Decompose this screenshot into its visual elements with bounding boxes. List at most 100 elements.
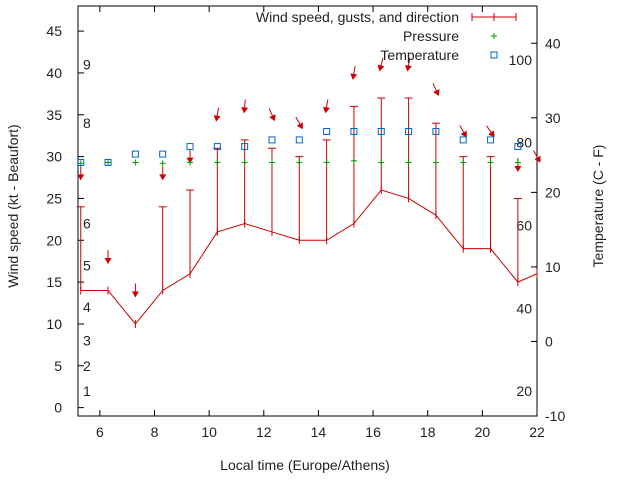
wind-direction-arrow-head bbox=[213, 115, 221, 122]
beaufort-label: 4 bbox=[83, 299, 91, 315]
temperature-point bbox=[487, 136, 495, 144]
y-left-tick-label: 0 bbox=[54, 400, 62, 416]
y-left-tick-label: 15 bbox=[46, 274, 62, 290]
beaufort-label: 9 bbox=[83, 57, 91, 73]
wind-direction-arrow-head bbox=[350, 73, 358, 80]
temperature-point bbox=[350, 128, 358, 136]
y-axis-label-right: Temperature (C - F) bbox=[590, 145, 606, 268]
pressure-point bbox=[132, 159, 139, 166]
temperature-point bbox=[131, 150, 139, 158]
wind-direction-arrow bbox=[404, 57, 412, 72]
legend-label: Temperature bbox=[380, 47, 459, 63]
temperature-point bbox=[405, 128, 413, 136]
x-tick-label: 20 bbox=[475, 424, 491, 440]
legend-label: Pressure bbox=[403, 28, 459, 44]
pressure-point bbox=[268, 159, 275, 166]
temperature-point bbox=[213, 143, 221, 151]
wind-direction-arrow-head bbox=[534, 155, 541, 163]
x-tick-label: 6 bbox=[96, 424, 104, 440]
beaufort-label: 1 bbox=[83, 383, 91, 399]
fahrenheit-label: 40 bbox=[516, 300, 532, 316]
wind-direction-arrow-head bbox=[460, 130, 467, 138]
wind-direction-arrow-head bbox=[377, 64, 385, 72]
wind-direction-arrow-head bbox=[514, 165, 522, 172]
y-right-tick-label: 10 bbox=[545, 259, 561, 275]
y-left-tick-label: 40 bbox=[46, 65, 62, 81]
wind-direction-arrow-head bbox=[241, 107, 249, 114]
data-series bbox=[76, 57, 541, 328]
y-right-tick-label: 30 bbox=[545, 110, 561, 126]
pressure-point bbox=[187, 159, 194, 166]
pressure-point bbox=[405, 159, 412, 166]
beaufort-label: 2 bbox=[83, 358, 91, 374]
wind-direction-arrow bbox=[159, 166, 167, 181]
wind-direction-arrow-head bbox=[77, 174, 85, 181]
y-axis-label-left: Wind speed (kt - Beaufort) bbox=[5, 124, 21, 287]
y-left-tick-label: 35 bbox=[46, 107, 62, 123]
y-left-tick-label: 30 bbox=[46, 149, 62, 165]
pressure-point bbox=[296, 159, 303, 166]
pressure-point bbox=[514, 159, 521, 166]
legend-label: Wind speed, gusts, and direction bbox=[256, 9, 459, 25]
y-left-tick-label: 25 bbox=[46, 190, 62, 206]
fahrenheit-label: 80 bbox=[516, 135, 532, 151]
pressure-point bbox=[378, 159, 385, 166]
temperature-point bbox=[295, 136, 303, 144]
x-tick-label: 14 bbox=[311, 424, 327, 440]
wind-direction-arrow-head bbox=[269, 114, 276, 122]
beaufort-label: 5 bbox=[83, 257, 91, 273]
pressure-point bbox=[350, 157, 357, 164]
y-right-tick-label: 20 bbox=[545, 184, 561, 200]
temperature-point bbox=[377, 128, 385, 136]
temperature-point bbox=[241, 143, 249, 151]
wind-speed-line bbox=[80, 189, 538, 325]
wind-direction-arrow-head bbox=[433, 89, 440, 97]
temperature-point bbox=[77, 158, 85, 166]
y-right-tick-label: 40 bbox=[545, 35, 561, 51]
wind-direction-arrow bbox=[323, 99, 330, 114]
y-left-tick-label: 10 bbox=[46, 316, 62, 332]
pressure-point bbox=[214, 159, 221, 166]
wind-direction-arrow-head bbox=[104, 258, 112, 265]
wind-direction-arrow bbox=[432, 83, 440, 97]
plot-frame bbox=[77, 5, 538, 417]
fahrenheit-label: 60 bbox=[516, 217, 532, 233]
x-tick-label: 8 bbox=[151, 424, 159, 440]
y-right-tick-label: 0 bbox=[545, 333, 553, 349]
wind-direction-arrow bbox=[268, 108, 276, 122]
x-tick-label: 18 bbox=[420, 424, 436, 440]
x-tick-label: 10 bbox=[201, 424, 217, 440]
pressure-point bbox=[487, 159, 494, 166]
temperature-point bbox=[159, 150, 167, 158]
wind-direction-arrow bbox=[486, 125, 495, 138]
temperature-point bbox=[186, 143, 194, 151]
wind-direction-arrow bbox=[241, 99, 249, 114]
pressure-point bbox=[159, 160, 166, 167]
wind-direction-arrow bbox=[533, 150, 541, 163]
pressure-point bbox=[323, 159, 330, 166]
axis-ticks: 6 8 10 12 14 16 18 20 22051015202530354045-10010… bbox=[46, 6, 565, 440]
pressure-point bbox=[432, 159, 439, 166]
wind-direction-arrow bbox=[377, 57, 385, 72]
plot-border bbox=[77, 5, 538, 417]
pressure-point bbox=[105, 159, 112, 166]
x-tick-label: 12 bbox=[256, 424, 272, 440]
temperature-point bbox=[323, 128, 331, 136]
temperature-point bbox=[104, 158, 112, 166]
fahrenheit-label: 100 bbox=[509, 52, 533, 68]
wind-direction-arrow-head bbox=[159, 174, 167, 181]
wind-direction-arrow bbox=[350, 65, 358, 80]
x-axis-label: Local time (Europe/Athens) bbox=[220, 457, 390, 473]
y-left-tick-label: 5 bbox=[54, 358, 62, 374]
y-left-tick-label: 45 bbox=[46, 23, 62, 39]
wind-direction-arrow bbox=[295, 116, 303, 130]
wind-direction-arrow bbox=[459, 125, 467, 138]
fahrenheit-label: 20 bbox=[516, 383, 532, 399]
pressure-point bbox=[460, 159, 467, 166]
y-right-tick-label: -10 bbox=[545, 408, 565, 424]
wind-direction-arrow-head bbox=[323, 106, 330, 114]
beaufort-label: 6 bbox=[83, 216, 91, 232]
wind-direction-arrow bbox=[77, 166, 85, 181]
beaufort-label: 8 bbox=[83, 115, 91, 131]
x-tick-label: 22 bbox=[529, 424, 545, 440]
